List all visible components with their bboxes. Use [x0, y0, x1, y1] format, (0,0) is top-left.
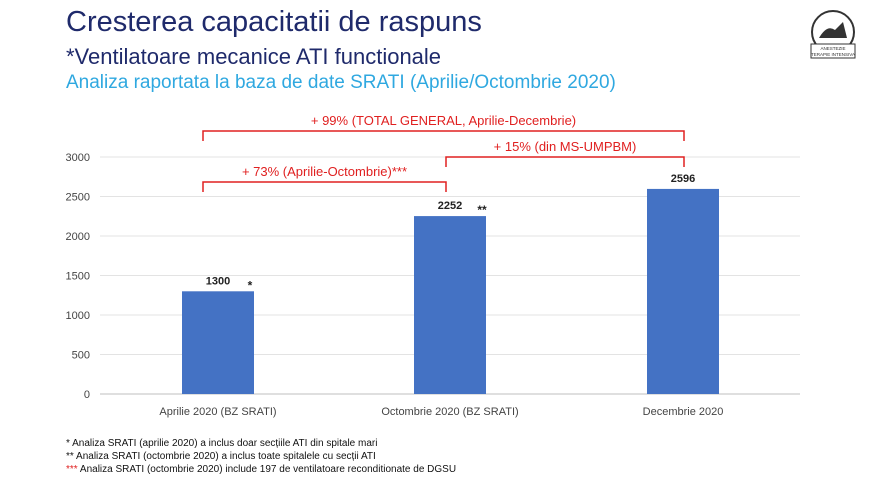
annotation-label: + 15% (din MS-UMPBM) — [494, 139, 637, 154]
bar — [647, 188, 719, 394]
svg-text:ANESTEZIE: ANESTEZIE — [820, 46, 845, 51]
data-label: 1300 — [206, 275, 230, 287]
bar-chart: 0 500 1000 1500 2000 2500 3000 1300 * Aprilie 202… — [66, 113, 800, 418]
y-tick-label: 3000 — [66, 152, 90, 164]
bracket — [202, 181, 447, 192]
footnote-3: *** Analiza SRATI (octombrie 2020) inclu… — [66, 464, 457, 475]
y-tick-label: 0 — [84, 389, 90, 401]
x-tick-label: Decembrie 2020 — [643, 406, 724, 418]
annotation-label: + 73% (Aprilie-Octombrie)*** — [242, 164, 407, 179]
y-tick-label: 1000 — [66, 310, 90, 322]
y-tick-label: 2500 — [66, 192, 90, 204]
footnote-1: * Analiza SRATI (aprilie 2020) a inclus … — [66, 438, 378, 449]
subtitle: *Ventilatoare mecanice ATI functionale — [66, 44, 442, 69]
data-label: 2252 — [438, 200, 462, 212]
bar — [414, 216, 486, 394]
bracket — [202, 130, 685, 141]
y-tick-label: 500 — [72, 350, 90, 362]
label-mark: * — [248, 278, 253, 292]
y-tick-label: 2000 — [66, 231, 90, 243]
footnote-2: ** Analiza SRATI (octombrie 2020) a incl… — [66, 451, 376, 462]
svg-text:TERAPIE INTENSIVA: TERAPIE INTENSIVA — [811, 52, 855, 57]
footnotes: * Analiza SRATI (aprilie 2020) a inclus … — [66, 437, 456, 476]
annotation-label: + 99% (TOTAL GENERAL, Aprilie-Decembrie) — [311, 113, 576, 128]
x-tick-label: Octombrie 2020 (BZ SRATI) — [381, 406, 518, 418]
data-label: 2596 — [671, 173, 695, 185]
y-tick-label: 1500 — [66, 271, 90, 283]
bracket — [445, 156, 685, 167]
label-mark: ** — [477, 203, 487, 217]
bar — [182, 291, 254, 394]
page-title: Cresterea capacitatii de raspuns — [66, 6, 482, 38]
subtitle-2: Analiza raportata la baza de date SRATI … — [66, 72, 616, 93]
society-logo: ANESTEZIE TERAPIE INTENSIVA — [810, 10, 856, 59]
x-tick-label: Aprilie 2020 (BZ SRATI) — [159, 406, 276, 418]
